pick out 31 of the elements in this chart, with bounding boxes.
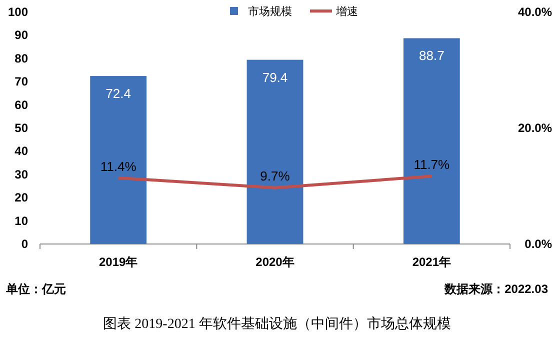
legend-label: 增速: [335, 5, 358, 18]
x-tick-label: 2019年: [98, 255, 138, 269]
legend-label: 市场规模: [248, 5, 292, 18]
y-tick-label: 80: [14, 51, 28, 66]
data-label: 9.7%: [260, 168, 290, 184]
data-label: 88.7: [419, 48, 444, 64]
y2-tick-label: 40.0%: [518, 5, 552, 19]
data-label: 79.4: [262, 70, 288, 85]
y2-tick-label: 20.0%: [518, 121, 552, 135]
text: 图表 2019-2021 年软件基础设施（中间件）市场总体规模: [103, 316, 451, 332]
y-tick-label: 0: [21, 237, 28, 251]
bar: [90, 76, 147, 244]
y-tick-label: 10: [14, 214, 28, 228]
y-tick-label: 30: [14, 167, 28, 182]
text: 单位：亿元: [5, 282, 66, 296]
y-tick-label: 100: [8, 5, 28, 19]
y-tick-label: 90: [14, 28, 28, 42]
source-note: 数据来源：2022.03: [444, 282, 548, 296]
data-label: 72.4: [106, 86, 131, 102]
y-tick-label: 50: [14, 121, 28, 135]
bar: [246, 60, 304, 244]
y-tick-label: 40: [14, 144, 28, 158]
data-label: 11.4%: [100, 158, 137, 174]
y2-tick-label: 0.0%: [524, 237, 552, 251]
y-tick-label: 60: [14, 98, 28, 112]
x-tick-label: 2020年: [256, 255, 294, 269]
y-tick-label: 20: [14, 190, 28, 205]
bar: [403, 38, 460, 244]
data-label: 11.7%: [414, 157, 450, 172]
x-tick-label: 2021年: [412, 255, 452, 269]
y-tick-label: 70: [14, 74, 28, 89]
